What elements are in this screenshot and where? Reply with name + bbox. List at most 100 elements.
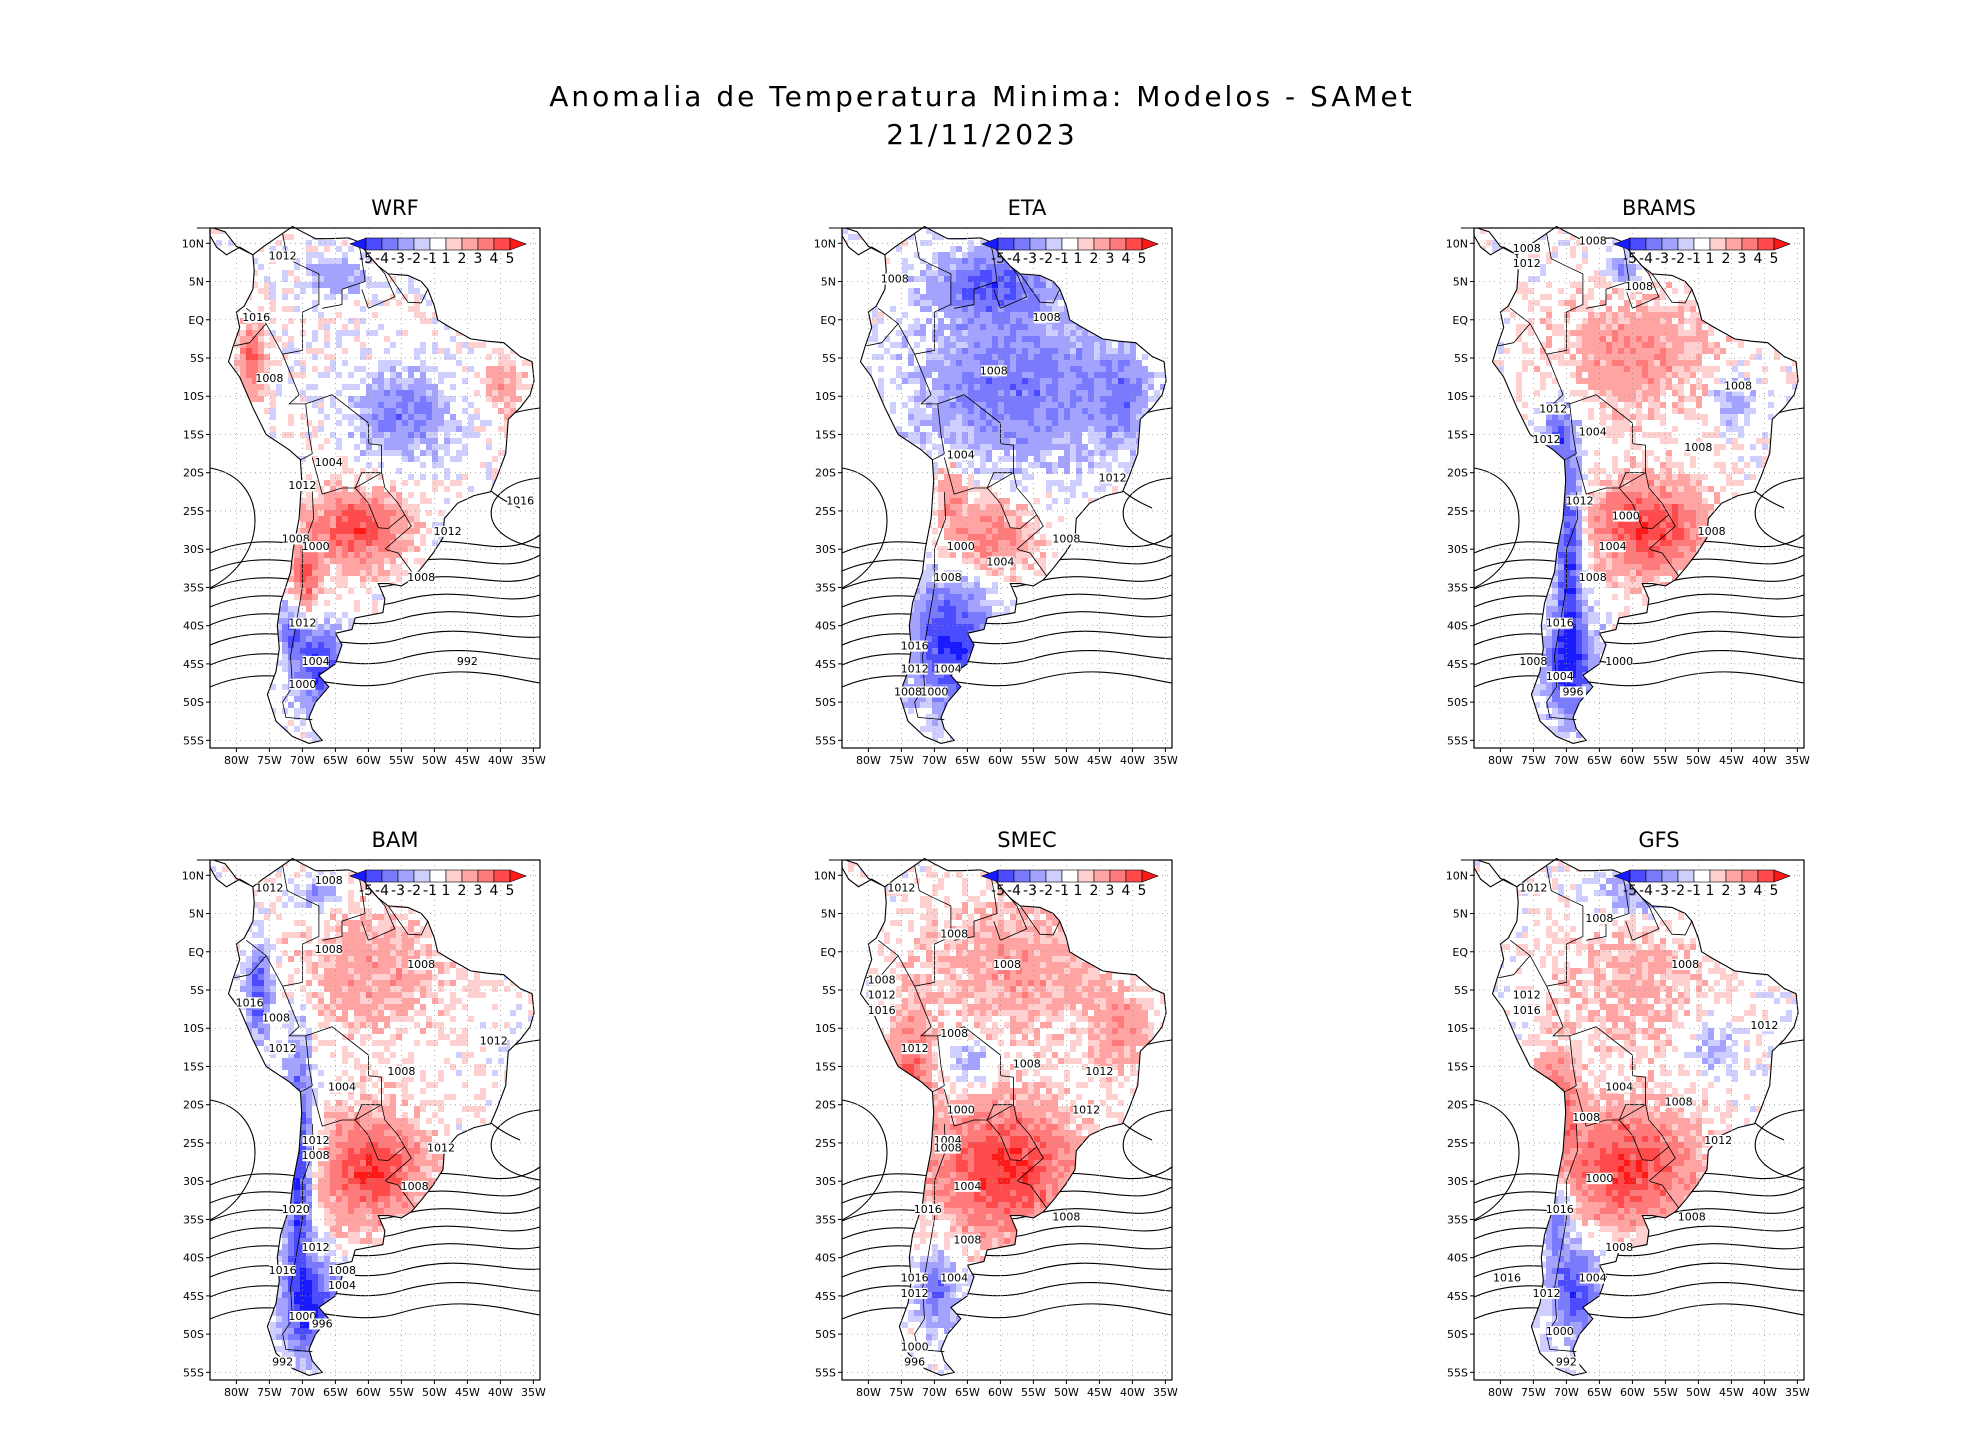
isobar-label-bg	[934, 571, 961, 583]
anomaly-cell	[962, 492, 968, 498]
anomaly-cell	[1010, 570, 1016, 576]
anomaly-cell	[980, 330, 986, 336]
anomaly-cell	[914, 420, 920, 426]
anomaly-cell	[450, 480, 456, 486]
anomaly-cell	[420, 420, 426, 426]
anomaly-cell	[998, 282, 1004, 288]
anomaly-cell	[920, 606, 926, 612]
anomaly-cell	[1016, 342, 1022, 348]
anomaly-cell	[318, 252, 324, 258]
lon-tick-label: 45W	[1087, 754, 1112, 767]
anomaly-cell	[968, 588, 974, 594]
anomaly-cell	[1022, 378, 1028, 384]
anomaly-cell	[1022, 432, 1028, 438]
anomaly-cell	[300, 330, 306, 336]
anomaly-cell	[294, 294, 300, 300]
anomaly-cell	[1118, 360, 1124, 366]
anomaly-cell	[1076, 360, 1082, 366]
anomaly-cell	[1130, 414, 1136, 420]
anomaly-cell	[968, 354, 974, 360]
anomaly-cell	[1064, 456, 1070, 462]
anomaly-cell	[270, 396, 276, 402]
anomaly-cell	[300, 576, 306, 582]
anomaly-cell	[402, 420, 408, 426]
anomaly-cell	[980, 498, 986, 504]
anomaly-cell	[408, 510, 414, 516]
anomaly-cell	[378, 546, 384, 552]
anomaly-cell	[1088, 342, 1094, 348]
anomaly-cell	[390, 438, 396, 444]
anomaly-cell	[234, 336, 240, 342]
anomaly-cell	[324, 264, 330, 270]
anomaly-cell	[998, 384, 1004, 390]
anomaly-cell	[336, 552, 342, 558]
anomaly-cell	[902, 264, 908, 270]
anomaly-cell	[312, 648, 318, 654]
anomaly-cell	[1022, 354, 1028, 360]
anomaly-cell	[420, 294, 426, 300]
colorbar-swatch	[445, 237, 463, 251]
anomaly-cell	[300, 504, 306, 510]
anomaly-cell	[950, 336, 956, 342]
anomaly-cell	[1052, 390, 1058, 396]
lat-tick-label: 45S	[815, 658, 836, 671]
anomaly-cell	[950, 402, 956, 408]
anomaly-cell	[420, 426, 426, 432]
anomaly-cell	[258, 336, 264, 342]
anomaly-cell	[968, 276, 974, 282]
anomaly-cell	[294, 708, 300, 714]
anomaly-cell	[336, 498, 342, 504]
anomaly-cell	[1034, 456, 1040, 462]
anomaly-cell	[360, 414, 366, 420]
anomaly-cell	[1022, 546, 1028, 552]
anomaly-cell	[444, 468, 450, 474]
anomaly-cell	[360, 366, 366, 372]
anomaly-cell	[998, 420, 1004, 426]
isobar-value: 1016	[506, 494, 534, 507]
anomaly-cell	[950, 516, 956, 522]
anomaly-cell	[330, 636, 336, 642]
anomaly-cell	[354, 324, 360, 330]
anomaly-cell	[1034, 342, 1040, 348]
anomaly-cell	[1058, 336, 1064, 342]
anomaly-cell	[1052, 366, 1058, 372]
anomaly-cell	[1124, 396, 1130, 402]
anomaly-cell	[938, 324, 944, 330]
isobar-label: 1000	[288, 678, 316, 691]
anomaly-cell	[264, 342, 270, 348]
anomaly-cell	[396, 564, 402, 570]
anomaly-cell	[980, 246, 986, 252]
anomaly-cell	[1034, 288, 1040, 294]
anomaly-cell	[968, 480, 974, 486]
anomaly-cell	[246, 348, 252, 354]
anomaly-cell	[324, 270, 330, 276]
anomaly-cell	[378, 414, 384, 420]
anomaly-cell	[1124, 342, 1130, 348]
anomaly-cell	[908, 360, 914, 366]
anomaly-cell	[938, 354, 944, 360]
anomaly-cell	[300, 630, 306, 636]
anomaly-cell	[980, 402, 986, 408]
anomaly-cell	[426, 426, 432, 432]
anomaly-cell	[1076, 408, 1082, 414]
anomaly-cell	[1070, 336, 1076, 342]
anomaly-cell	[456, 456, 462, 462]
anomaly-cell	[282, 606, 288, 612]
anomaly-cell	[354, 600, 360, 606]
isobar-label-bg	[256, 372, 283, 384]
anomaly-cell	[396, 378, 402, 384]
anomaly-cell	[1016, 516, 1022, 522]
anomaly-cell	[312, 246, 318, 252]
anomaly-cell	[1064, 354, 1070, 360]
anomaly-cell	[270, 408, 276, 414]
isobar-label-bg	[269, 250, 296, 262]
anomaly-cell	[318, 564, 324, 570]
anomaly-cell	[390, 528, 396, 534]
anomaly-cell	[1016, 552, 1022, 558]
isobar-label: 1016	[506, 494, 534, 507]
anomaly-cell	[956, 510, 962, 516]
anomaly-cell	[252, 378, 258, 384]
anomaly-cell	[366, 462, 372, 468]
anomaly-cell	[998, 258, 1004, 264]
anomaly-cell	[1010, 342, 1016, 348]
